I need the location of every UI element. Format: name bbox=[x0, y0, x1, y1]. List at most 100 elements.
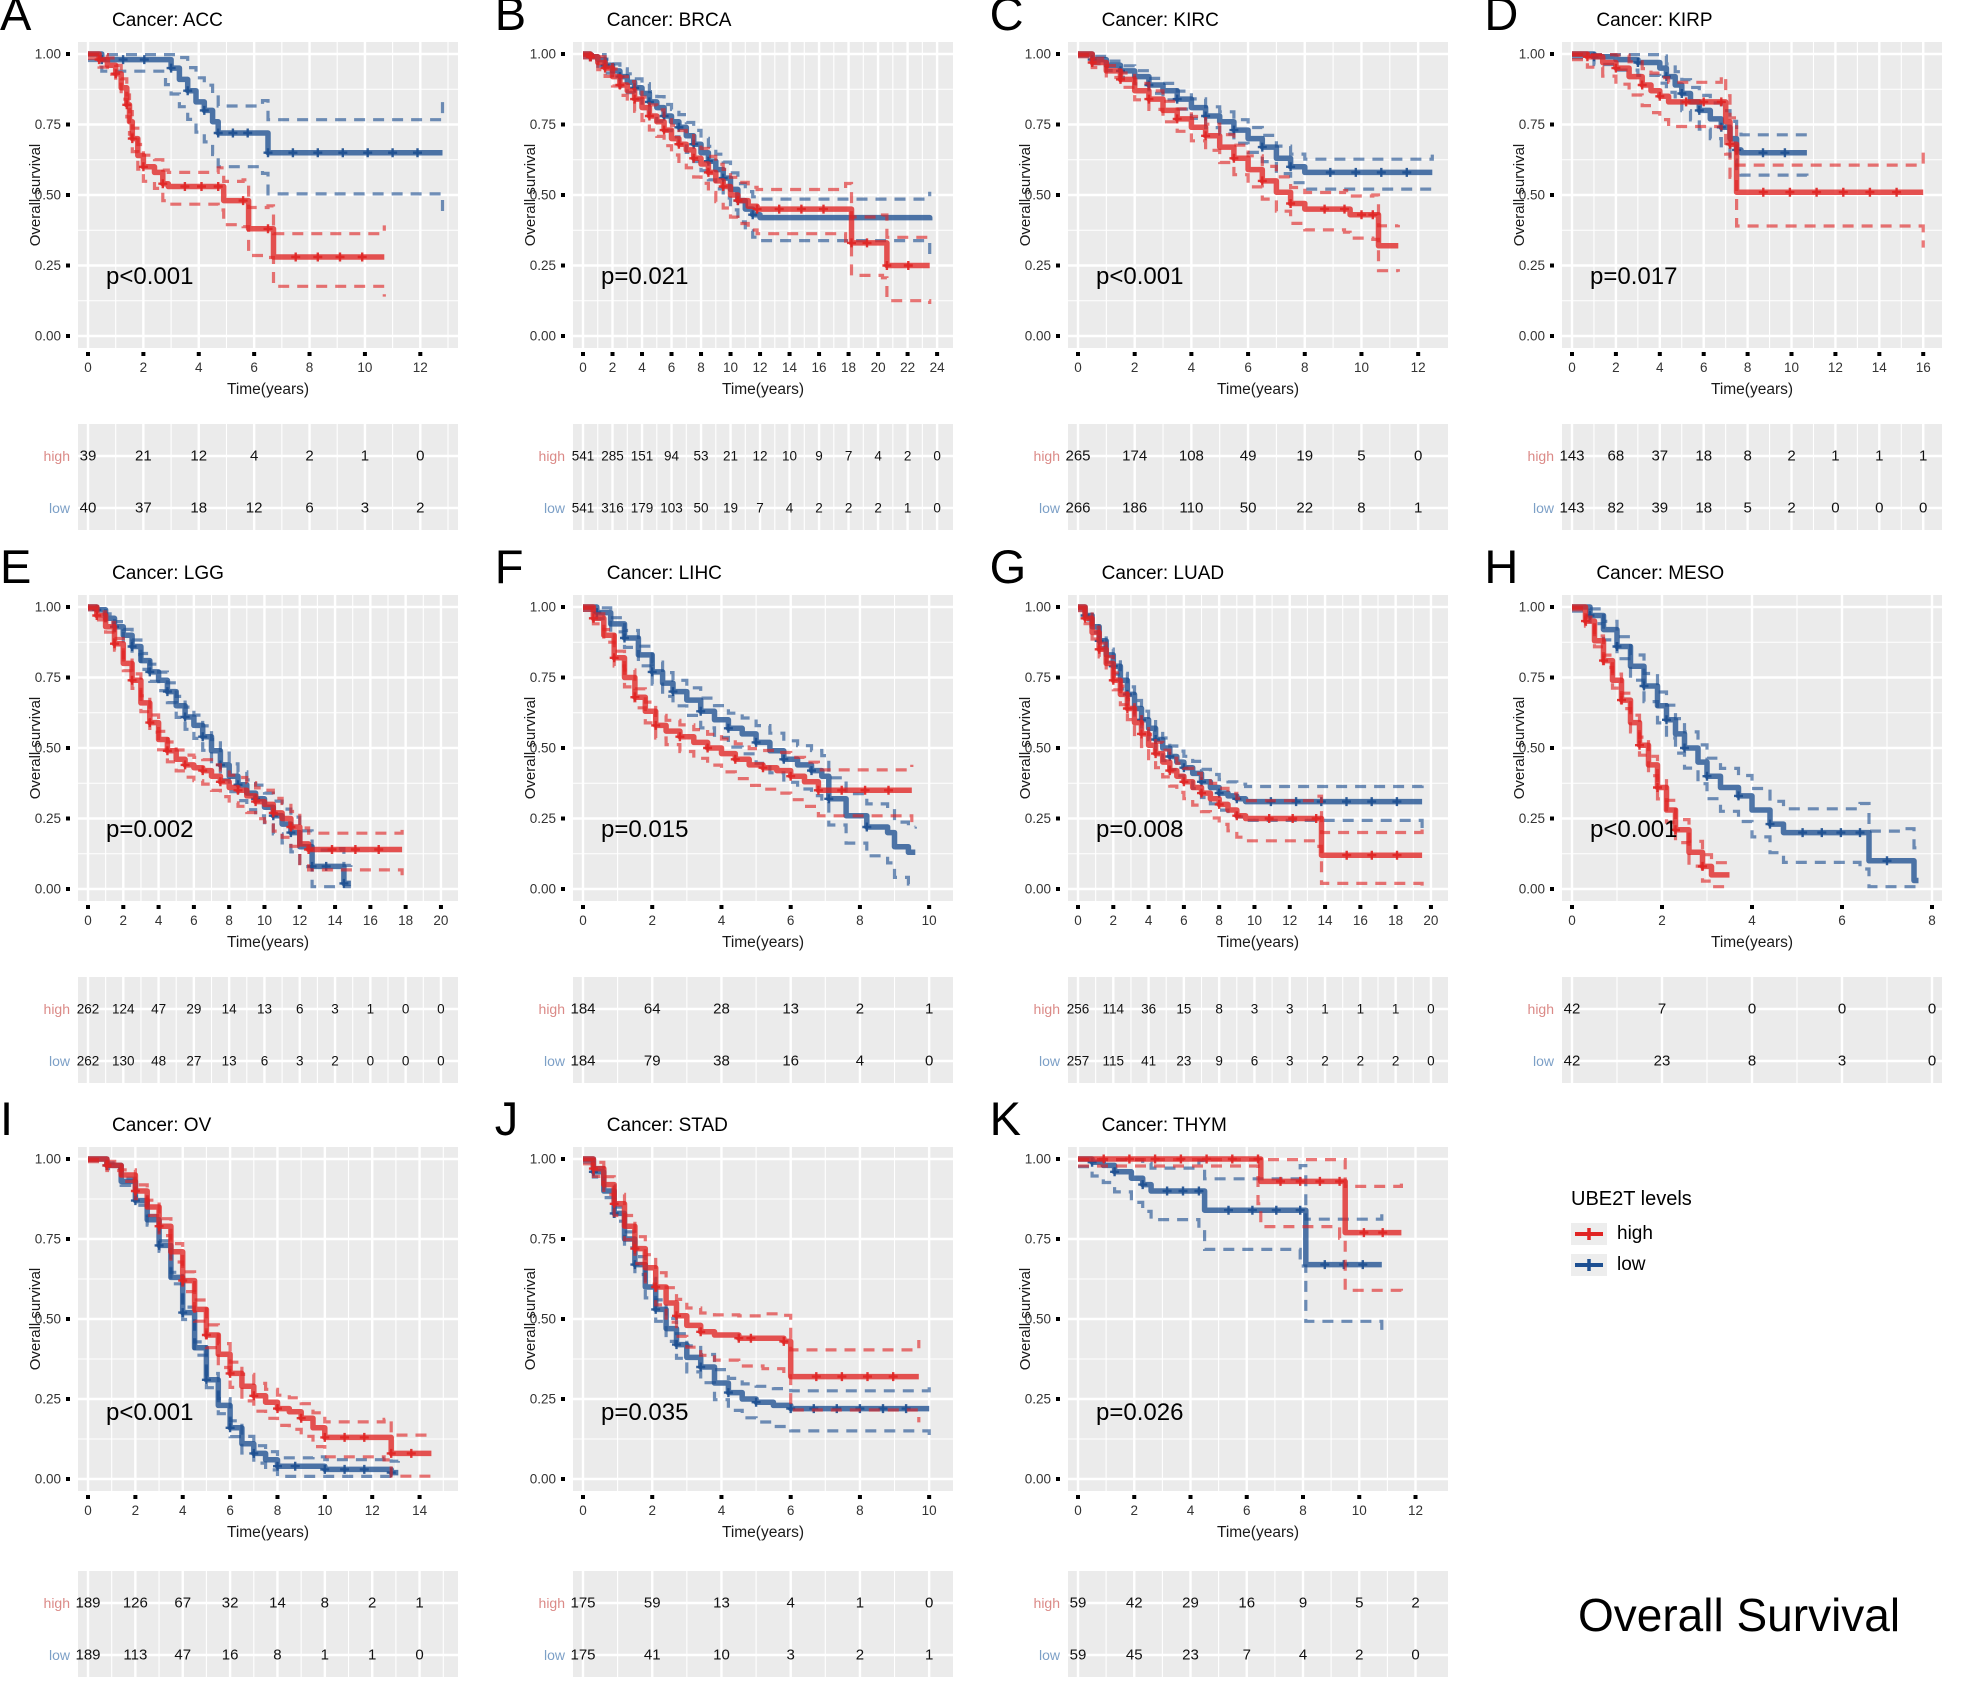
svg-text:1.00: 1.00 bbox=[1519, 599, 1545, 614]
ci-upper-low bbox=[1077, 1158, 1383, 1221]
gridlines bbox=[1067, 42, 1448, 348]
panel-letter: E bbox=[0, 539, 32, 593]
risk-row-label-low: low bbox=[1533, 500, 1555, 516]
p-value: p=0.026 bbox=[1096, 1399, 1183, 1426]
km-panel-F: F Cancer: LIHC 0 2 4 6 8 10 1.00 0.75 0.50 0.25 0.… bbox=[495, 543, 989, 1105]
km-curve-high bbox=[1077, 1154, 1403, 1299]
svg-text:4: 4 bbox=[155, 913, 163, 928]
svg-text:4: 4 bbox=[638, 360, 646, 375]
risk-counts-high: 265 174 108 49 19 5 0 bbox=[1065, 448, 1422, 465]
svg-text:2: 2 bbox=[1788, 448, 1796, 465]
svg-text:82: 82 bbox=[1608, 500, 1625, 517]
svg-text:262: 262 bbox=[77, 1053, 100, 1068]
svg-text:10: 10 bbox=[921, 913, 936, 928]
svg-text:16: 16 bbox=[1238, 1595, 1255, 1612]
svg-text:59: 59 bbox=[1069, 1595, 1086, 1612]
svg-text:14: 14 bbox=[782, 360, 798, 375]
y-axis-title: Overall survival bbox=[1018, 144, 1034, 247]
legend-title: UBE2T levels bbox=[1571, 1188, 1692, 1210]
p-value: p=0.008 bbox=[1096, 815, 1183, 842]
svg-text:10: 10 bbox=[1784, 360, 1799, 375]
svg-text:2: 2 bbox=[648, 913, 656, 928]
x-axis-title: Time(years) bbox=[1217, 934, 1299, 951]
svg-text:0.50: 0.50 bbox=[530, 188, 556, 203]
svg-text:4: 4 bbox=[1298, 1647, 1306, 1664]
risk-counts-high: 541 285 151 94 53 21 12 10 9 7 4 2 0 bbox=[572, 449, 941, 464]
svg-text:18: 18 bbox=[190, 500, 207, 517]
ci-lower-high bbox=[88, 56, 386, 297]
svg-text:5: 5 bbox=[1744, 500, 1752, 517]
gridlines bbox=[1067, 594, 1448, 901]
svg-text:6: 6 bbox=[1839, 913, 1847, 928]
svg-text:6: 6 bbox=[1180, 913, 1188, 928]
svg-text:6: 6 bbox=[261, 1053, 269, 1068]
svg-text:151: 151 bbox=[631, 449, 654, 464]
svg-text:1: 1 bbox=[368, 1647, 376, 1664]
svg-text:0.25: 0.25 bbox=[530, 1392, 556, 1407]
svg-text:40: 40 bbox=[80, 500, 97, 517]
panel-title: Cancer: KIRP bbox=[1596, 10, 1713, 31]
svg-text:27: 27 bbox=[186, 1053, 201, 1068]
svg-text:2: 2 bbox=[331, 1053, 339, 1068]
risk-row-label-high: high bbox=[44, 1001, 70, 1017]
svg-text:10: 10 bbox=[1354, 360, 1369, 375]
censor-marks-low bbox=[592, 607, 872, 831]
svg-text:12: 12 bbox=[1828, 360, 1843, 375]
svg-text:266: 266 bbox=[1065, 500, 1090, 517]
svg-text:1: 1 bbox=[1414, 500, 1422, 517]
svg-text:1.00: 1.00 bbox=[1024, 47, 1050, 62]
svg-text:2: 2 bbox=[845, 501, 853, 516]
svg-text:0: 0 bbox=[84, 913, 92, 928]
svg-text:2: 2 bbox=[1411, 1595, 1419, 1612]
km-panel-K: K Cancer: THYM 0 2 4 6 8 10 12 1.00 0.75 0.50 0.25… bbox=[990, 1095, 1484, 1677]
svg-text:7: 7 bbox=[1242, 1647, 1250, 1664]
svg-text:0: 0 bbox=[1928, 1000, 1936, 1017]
risk-gridlines bbox=[78, 976, 458, 1083]
svg-text:2: 2 bbox=[856, 1647, 864, 1664]
svg-text:0.75: 0.75 bbox=[1024, 117, 1050, 132]
svg-text:0: 0 bbox=[415, 1647, 423, 1664]
svg-text:94: 94 bbox=[664, 449, 680, 464]
risk-row-label-low: low bbox=[544, 500, 566, 516]
x-axis-title: Time(years) bbox=[722, 381, 804, 398]
risk-counts-high: 175 59 13 4 1 0 bbox=[570, 1595, 933, 1612]
svg-text:0.50: 0.50 bbox=[1519, 740, 1545, 755]
svg-text:2: 2 bbox=[815, 501, 823, 516]
svg-text:2: 2 bbox=[1356, 1053, 1364, 1068]
svg-text:39: 39 bbox=[1652, 500, 1669, 517]
axes: 0 2 4 6 8 10 12 14 16 18 20 1.00 0.75 0.50 0.25 0.00 bbox=[1024, 599, 1438, 928]
svg-text:19: 19 bbox=[723, 501, 738, 516]
km-panel-J: J Cancer: STAD 0 2 4 6 8 10 1.00 0.75 0.50 0.25 0.… bbox=[495, 1095, 989, 1677]
svg-text:8: 8 bbox=[856, 1503, 864, 1518]
svg-text:12: 12 bbox=[365, 1503, 380, 1518]
svg-text:4: 4 bbox=[1656, 360, 1664, 375]
legend-label-high: high bbox=[1617, 1223, 1653, 1244]
svg-text:2: 2 bbox=[368, 1595, 376, 1612]
svg-text:0.50: 0.50 bbox=[530, 1312, 556, 1327]
svg-text:0.00: 0.00 bbox=[35, 329, 61, 344]
risk-row-label-low: low bbox=[1039, 1053, 1061, 1069]
svg-text:6: 6 bbox=[305, 500, 313, 517]
svg-text:0: 0 bbox=[1832, 500, 1840, 517]
svg-text:179: 179 bbox=[631, 501, 654, 516]
svg-text:14: 14 bbox=[269, 1595, 286, 1612]
svg-text:1: 1 bbox=[367, 1001, 375, 1016]
risk-gridlines bbox=[572, 1571, 953, 1677]
panel-title: Cancer: KIRC bbox=[1101, 10, 1219, 31]
svg-text:8: 8 bbox=[321, 1595, 329, 1612]
svg-text:5: 5 bbox=[1355, 1595, 1363, 1612]
risk-row-label-low: low bbox=[544, 1053, 566, 1069]
svg-text:14: 14 bbox=[1317, 913, 1333, 928]
svg-text:4: 4 bbox=[179, 1503, 187, 1518]
svg-text:12: 12 bbox=[1408, 1503, 1423, 1518]
svg-text:4: 4 bbox=[718, 913, 726, 928]
svg-text:1.00: 1.00 bbox=[530, 599, 556, 614]
figure-caption: Overall Survival bbox=[1578, 1589, 1901, 1641]
censor-marks-high bbox=[94, 55, 367, 262]
svg-text:20: 20 bbox=[433, 913, 448, 928]
ci-lower-high bbox=[1572, 58, 1926, 248]
risk-counts-high: 59 42 29 16 9 5 2 bbox=[1069, 1595, 1419, 1612]
risk-row-label-high: high bbox=[1033, 448, 1059, 464]
svg-text:50: 50 bbox=[693, 501, 708, 516]
